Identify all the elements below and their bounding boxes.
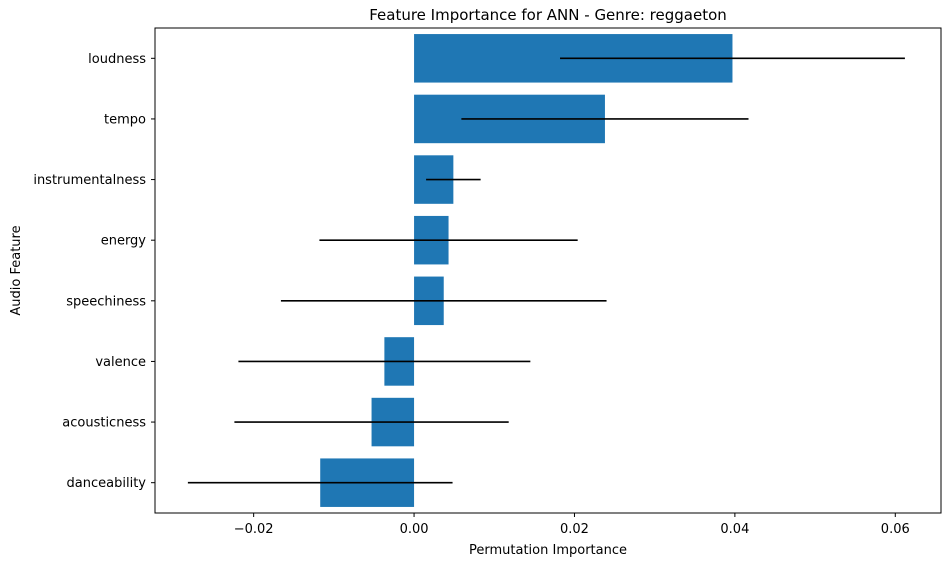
y-tick-label: danceability — [67, 476, 147, 491]
x-tick-label: 0.00 — [400, 522, 429, 537]
chart-title: Feature Importance for ANN - Genre: regg… — [369, 6, 727, 24]
x-tick-label: 0.06 — [881, 522, 910, 537]
bars-group — [320, 34, 733, 507]
y-tick-label: speechiness — [66, 294, 146, 309]
y-axis: loudness tempo instrumentalness energy speec… — [33, 52, 155, 491]
error-bars-group — [187, 57, 905, 484]
plot-frame — [154, 27, 942, 514]
x-axis: −0.02 0.00 0.02 0.04 0.06 — [234, 513, 910, 537]
y-axis-title: Audio Feature — [9, 225, 24, 315]
x-tick-label: 0.02 — [560, 522, 589, 537]
y-tick-label: instrumentalness — [33, 173, 146, 188]
y-tick-label: valence — [95, 355, 146, 370]
y-tick-label: energy — [101, 234, 147, 249]
x-axis-title: Permutation Importance — [469, 543, 627, 558]
x-tick-label: −0.02 — [234, 522, 274, 537]
y-tick-label: loudness — [88, 52, 146, 67]
y-tick-label: acousticness — [62, 416, 146, 431]
x-tick-label: 0.04 — [720, 522, 749, 537]
y-tick-label: tempo — [104, 112, 146, 127]
